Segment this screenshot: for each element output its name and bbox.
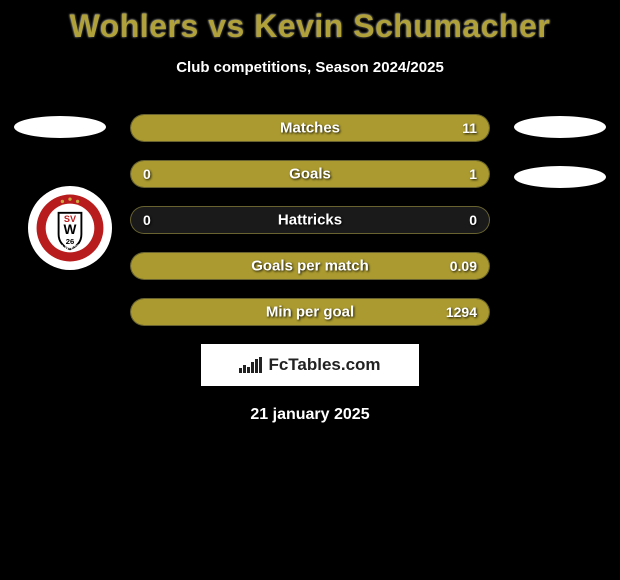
stat-row: Hattricks 0 0 <box>130 206 490 234</box>
player-right-placeholder-1 <box>514 116 606 138</box>
stat-label: Hattricks <box>278 212 342 229</box>
stat-label: Goals <box>289 166 331 183</box>
club-badge-left: SV W 26 WEHEN WIESBADEN <box>28 186 112 270</box>
stat-row: Matches 11 <box>130 114 490 142</box>
stat-value-right: 0 <box>469 212 477 228</box>
stat-value-right: 1 <box>469 166 477 182</box>
comparison-subtitle: Club competitions, Season 2024/2025 <box>0 59 620 76</box>
comparison-title: Wohlers vs Kevin Schumacher <box>0 8 620 45</box>
svg-text:W: W <box>64 222 77 237</box>
stats-area: SV W 26 WEHEN WIESBADEN Matches 11 Goals 0 1… <box>0 114 620 326</box>
wehen-wiesbaden-badge-icon: SV W 26 WEHEN WIESBADEN <box>32 190 108 266</box>
attribution-text: FcTables.com <box>268 355 380 375</box>
svg-text:26: 26 <box>66 237 74 246</box>
stat-value-left: 0 <box>143 212 151 228</box>
bar-chart-icon <box>239 357 262 373</box>
stat-value-left: 0 <box>143 166 151 182</box>
stat-value-right: 0.09 <box>450 258 477 274</box>
date-text: 21 january 2025 <box>0 406 620 424</box>
stat-label: Matches <box>280 120 340 137</box>
stat-label: Goals per match <box>251 258 369 275</box>
stat-value-right: 1294 <box>446 304 477 320</box>
player-left-placeholder <box>14 116 106 138</box>
stat-label: Min per goal <box>266 304 354 321</box>
stat-row: Goals per match 0.09 <box>130 252 490 280</box>
stat-row: Goals 0 1 <box>130 160 490 188</box>
player-right-placeholder-2 <box>514 166 606 188</box>
attribution-badge: FcTables.com <box>201 344 419 386</box>
stat-row: Min per goal 1294 <box>130 298 490 326</box>
stat-value-right: 11 <box>462 120 477 136</box>
